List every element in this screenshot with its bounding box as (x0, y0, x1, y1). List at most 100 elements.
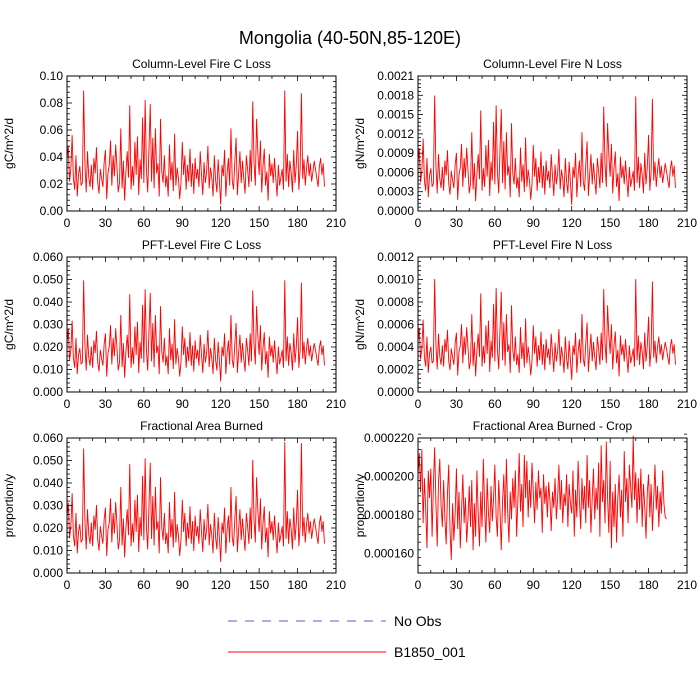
x-tick-label: 0 (415, 578, 422, 592)
y-tick-label: 0.010 (33, 363, 63, 377)
y-tick-label: 0.06 (40, 123, 64, 137)
x-tick-label: 0 (64, 578, 71, 592)
figure-title: Mongolia (40-50N,85-120E) (239, 28, 461, 48)
x-tick-label: 150 (600, 216, 620, 230)
series-line-B1850_001 (417, 279, 676, 381)
y-axis-label: proportion/y (353, 474, 367, 537)
y-tick-label: 0.030 (33, 499, 63, 513)
y-tick-label: 0.0009 (377, 146, 414, 160)
y-tick-label: 0.0004 (377, 340, 414, 354)
plot-frame (66, 437, 337, 574)
x-tick-label: 210 (326, 578, 346, 592)
y-axis-label: gN/m^2/d (353, 299, 367, 350)
x-tick-label: 120 (211, 578, 231, 592)
x-tick-label: 30 (99, 397, 113, 411)
y-tick-label: 0.0018 (377, 88, 414, 102)
y-tick-label: 0.0003 (377, 185, 414, 199)
y-tick-label: 0.000180 (364, 508, 414, 522)
y-tick-label: 0.0012 (377, 127, 414, 141)
x-tick-label: 0 (415, 397, 422, 411)
y-tick-label: 0.000200 (364, 470, 414, 484)
y-tick-label: 0.000 (33, 385, 63, 399)
x-tick-label: 60 (137, 578, 151, 592)
x-tick-label: 90 (527, 216, 541, 230)
plot-frame (417, 437, 688, 574)
x-tick-label: 0 (415, 216, 422, 230)
y-tick-label: 0.02 (40, 177, 64, 191)
x-tick-label: 180 (639, 216, 659, 230)
legend-label: B1850_001 (394, 644, 466, 660)
panel-4: 0 30 60 90 120 150 180 210 0.0000 0.0002 0.0004 0.0… (353, 238, 697, 411)
panel-6: 0 30 60 90 120 150 180 210 0.000160 0.000180 0.000… (353, 419, 697, 592)
plot-frame (417, 256, 688, 393)
plot-frame (417, 75, 688, 212)
panel-5: 0 30 60 90 120 150 180 210 0.000 0.010 0.020 0.030 0… (2, 419, 346, 592)
x-tick-label: 30 (450, 578, 464, 592)
x-tick-label: 120 (562, 397, 582, 411)
x-tick-label: 30 (450, 397, 464, 411)
x-tick-label: 150 (600, 397, 620, 411)
panel-2: 0 30 60 90 120 150 180 210 0.0000 0.0003 0.0006 0.0… (353, 57, 697, 230)
y-tick-label: 0.0006 (377, 318, 414, 332)
x-tick-label: 0 (64, 397, 71, 411)
x-tick-label: 210 (677, 578, 697, 592)
y-tick-label: 0.0000 (377, 385, 414, 399)
y-tick-label: 0.040 (33, 476, 63, 490)
series-line-B1850_001 (417, 435, 667, 560)
y-tick-label: 0.040 (33, 295, 63, 309)
x-tick-label: 30 (99, 216, 113, 230)
y-tick-label: 0.04 (40, 150, 64, 164)
x-tick-label: 90 (527, 397, 541, 411)
x-tick-label: 180 (639, 578, 659, 592)
y-tick-label: 0.10 (40, 69, 64, 83)
y-tick-label: 0.0008 (377, 295, 414, 309)
series-line-B1850_001 (66, 280, 325, 382)
x-tick-label: 90 (176, 397, 190, 411)
y-tick-label: 0.020 (33, 340, 63, 354)
y-tick-label: 0.0021 (377, 69, 414, 83)
plot-frame (66, 75, 337, 212)
panel-title: PFT-Level Fire C Loss (142, 238, 261, 252)
panel-title: Column-Level Fire N Loss (483, 57, 622, 71)
y-tick-label: 0.0006 (377, 165, 414, 179)
x-tick-label: 150 (249, 578, 269, 592)
panel-title: Fractional Area Burned - Crop (473, 419, 633, 433)
y-tick-label: 0.00 (40, 204, 64, 218)
y-tick-label: 0.000160 (364, 547, 414, 561)
y-tick-label: 0.050 (33, 273, 63, 287)
x-tick-label: 60 (488, 578, 502, 592)
x-tick-label: 180 (288, 216, 308, 230)
y-tick-label: 0.060 (33, 431, 63, 445)
x-tick-label: 60 (137, 216, 151, 230)
legend-label: No Obs (394, 613, 441, 629)
panel-3: 0 30 60 90 120 150 180 210 0.000 0.010 0.020 0.030 0… (2, 238, 346, 411)
x-tick-label: 150 (600, 578, 620, 592)
x-tick-label: 60 (488, 216, 502, 230)
y-tick-label: 0.0000 (377, 204, 414, 218)
y-axis-label: proportion/y (2, 474, 16, 537)
x-tick-label: 90 (176, 578, 190, 592)
x-tick-label: 120 (211, 216, 231, 230)
y-tick-label: 0.0002 (377, 363, 414, 377)
x-tick-label: 120 (562, 578, 582, 592)
y-axis-label: gN/m^2/d (353, 118, 367, 169)
panel-title: PFT-Level Fire N Loss (493, 238, 612, 252)
x-tick-label: 90 (527, 578, 541, 592)
y-axis-label: gC/m^2/d (2, 299, 16, 350)
x-tick-label: 210 (677, 216, 697, 230)
x-tick-label: 120 (562, 216, 582, 230)
series-line-B1850_001 (66, 90, 325, 205)
x-tick-label: 120 (211, 397, 231, 411)
y-tick-label: 0.0012 (377, 250, 414, 264)
x-tick-label: 210 (326, 397, 346, 411)
y-axis-label: gC/m^2/d (2, 118, 16, 169)
y-tick-label: 0.08 (40, 96, 64, 110)
y-tick-label: 0.0015 (377, 108, 414, 122)
panel-title: Column-Level Fire C Loss (132, 57, 271, 71)
x-tick-label: 60 (488, 397, 502, 411)
x-tick-label: 180 (288, 397, 308, 411)
panel-1: 0 30 60 90 120 150 180 210 0.00 0.02 0.04 0.06 0.08 0… (2, 57, 346, 230)
x-tick-label: 150 (249, 397, 269, 411)
panel-title: Fractional Area Burned (140, 419, 263, 433)
